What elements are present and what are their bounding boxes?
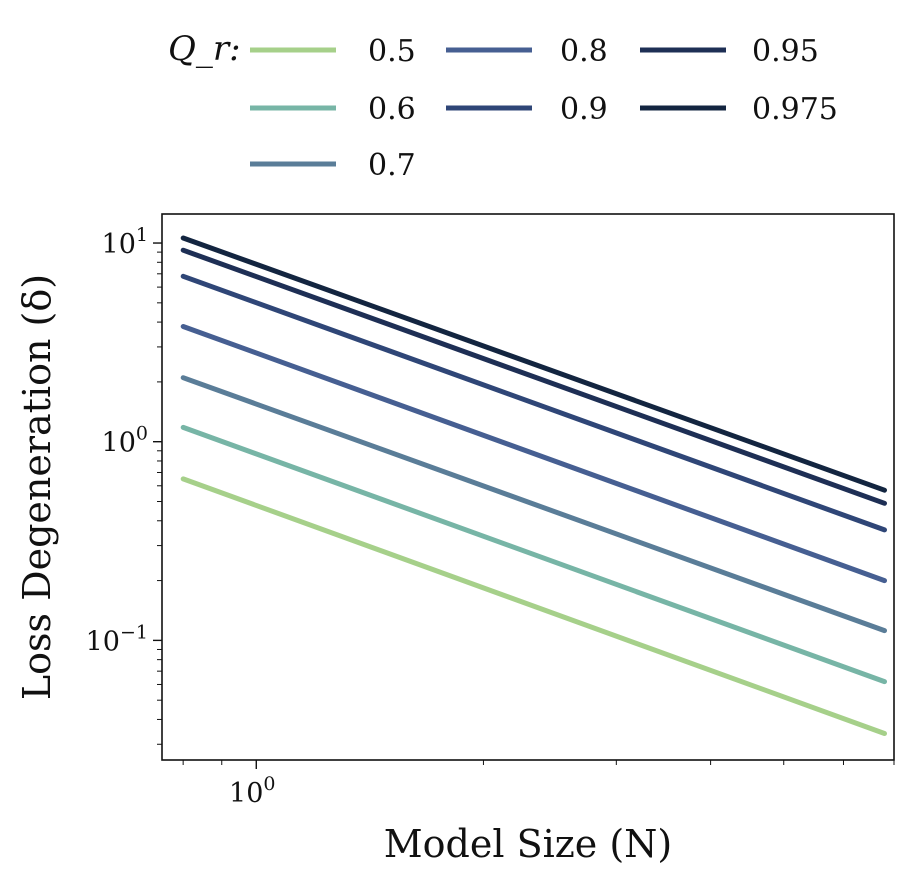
series-line-0.6 — [180, 424, 887, 685]
series-line-0.5 — [180, 476, 887, 736]
y-tick-label: 10−1 — [86, 621, 148, 657]
axis-ticks: 10−1 100 101 100 — [86, 224, 895, 809]
legend-label: 0.8 — [560, 34, 608, 69]
legend-item-0.975: 0.975 — [640, 92, 838, 127]
legend-item-0.8: 0.8 — [446, 34, 608, 69]
legend-item-0.7: 0.7 — [250, 148, 416, 183]
series-line-0.8 — [180, 324, 887, 584]
legend-item-0.5: 0.5 — [250, 34, 416, 69]
legend-label: 0.7 — [368, 148, 416, 183]
legend-label: 0.5 — [368, 34, 416, 69]
legend-title: Q_r: — [168, 29, 241, 69]
legend-item-0.95: 0.95 — [640, 34, 819, 69]
y-axis-label: Loss Degeneration (δ) — [15, 274, 59, 700]
x-tick-label: 100 — [229, 773, 275, 809]
legend-label: 0.9 — [560, 92, 608, 127]
series-line-0.9 — [180, 273, 887, 533]
y-tick-label: 101 — [102, 224, 148, 260]
legend-item-0.6: 0.6 — [250, 92, 416, 127]
legend-item-0.9: 0.9 — [446, 92, 608, 127]
legend-label: 0.975 — [752, 92, 838, 127]
series-line-0.975 — [180, 235, 887, 493]
series-line-0.95 — [180, 247, 887, 506]
plot-frame — [161, 213, 895, 761]
series-layer — [180, 235, 887, 736]
legend-label: 0.6 — [368, 92, 416, 127]
legend: Q_r: 0.5 0.6 0.7 0.8 0.9 0.95 0.975 — [168, 29, 838, 183]
y-tick-label: 100 — [102, 423, 148, 459]
x-axis-label: Model Size (N) — [384, 822, 673, 866]
legend-label: 0.95 — [752, 34, 819, 69]
series-line-0.7 — [180, 375, 887, 634]
